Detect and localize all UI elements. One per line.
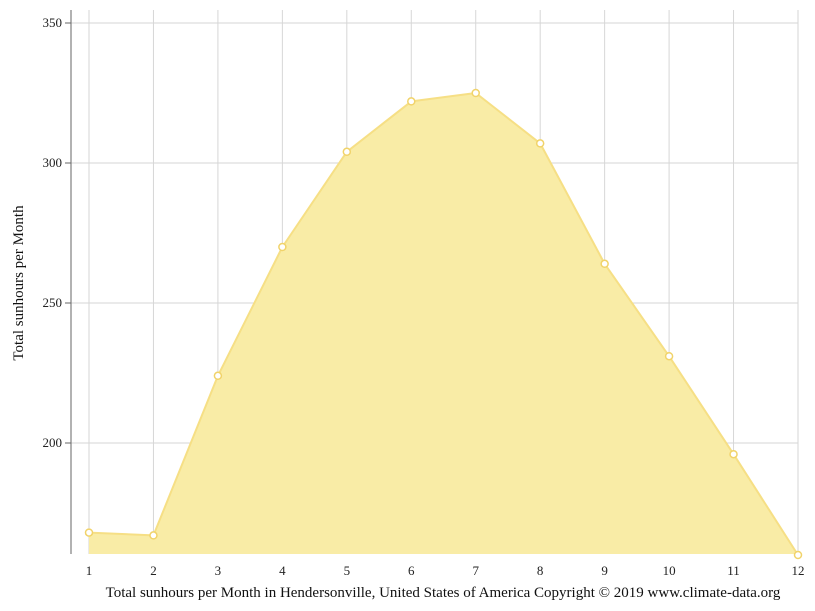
x-tick-label-2: 2 bbox=[150, 563, 157, 578]
area-series bbox=[88, 92, 799, 556]
data-point-5 bbox=[342, 147, 352, 157]
data-markers bbox=[84, 88, 803, 560]
data-point-2 bbox=[149, 531, 158, 540]
y-tick-label-350: 350 bbox=[43, 15, 63, 30]
data-point-11 bbox=[729, 449, 738, 459]
area-fill bbox=[89, 93, 798, 555]
data-point-9 bbox=[600, 259, 609, 269]
x-tick-label-4: 4 bbox=[279, 563, 286, 578]
y-tick-label-200: 200 bbox=[43, 435, 63, 450]
data-point-10 bbox=[664, 351, 674, 361]
data-point-7 bbox=[471, 88, 480, 98]
data-point-6 bbox=[407, 97, 416, 106]
y-tick-label-300: 300 bbox=[43, 155, 63, 170]
series-line bbox=[88, 92, 799, 556]
data-point-1 bbox=[84, 528, 94, 537]
x-tick-label-5: 5 bbox=[344, 563, 351, 578]
x-tick-label-9: 9 bbox=[601, 563, 608, 578]
data-point-12 bbox=[793, 550, 803, 560]
chart-caption: Total sunhours per Month in Hendersonvil… bbox=[106, 585, 781, 601]
x-tick-label-12: 12 bbox=[792, 563, 805, 578]
data-point-4 bbox=[278, 242, 287, 252]
x-tick-label-10: 10 bbox=[663, 563, 676, 578]
x-tick-label-6: 6 bbox=[408, 563, 415, 578]
x-tick-label-7: 7 bbox=[472, 563, 479, 578]
x-tick-label-8: 8 bbox=[537, 563, 544, 578]
axes bbox=[65, 10, 72, 554]
y-axis-title: Total sunhours per Month bbox=[11, 205, 27, 361]
data-point-3 bbox=[213, 371, 223, 381]
x-tick-label-3: 3 bbox=[215, 563, 222, 578]
data-point-8 bbox=[535, 139, 545, 148]
x-tick-label-11: 11 bbox=[727, 563, 740, 578]
y-tick-label-250: 250 bbox=[43, 295, 63, 310]
x-tick-label-1: 1 bbox=[86, 563, 93, 578]
